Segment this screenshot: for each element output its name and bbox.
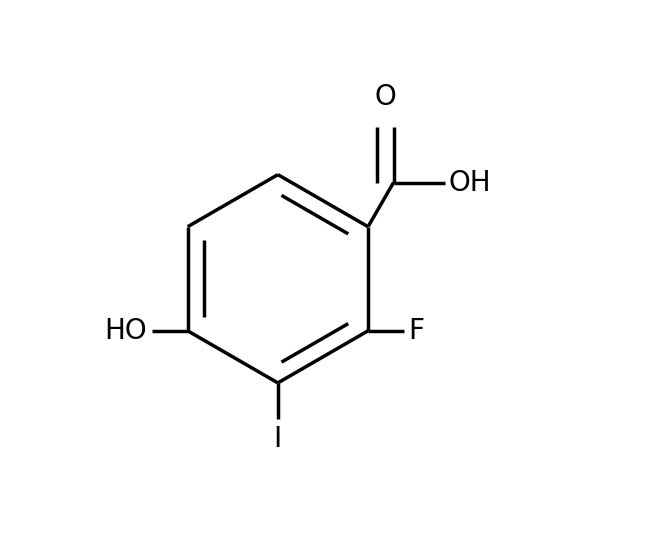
Text: F: F bbox=[408, 317, 424, 345]
Text: HO: HO bbox=[105, 317, 148, 345]
Text: O: O bbox=[374, 83, 396, 111]
Text: OH: OH bbox=[448, 168, 491, 197]
Text: I: I bbox=[274, 426, 282, 453]
